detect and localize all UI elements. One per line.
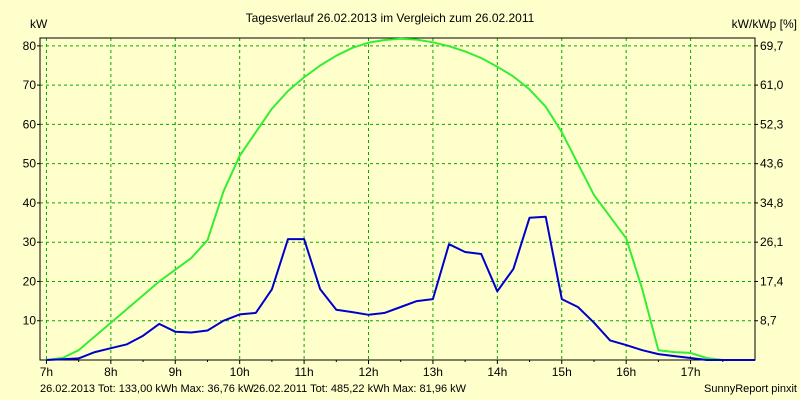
y-tick-label-right: 52,3 xyxy=(760,117,784,131)
legend-series-2011: 26.02.2011 Tot: 485,22 kWh Max: 81,96 kW xyxy=(253,383,467,395)
y-tick-label-left: 40 xyxy=(23,196,37,210)
y-tick-label-left: 30 xyxy=(23,235,37,249)
x-tick-label: 13h xyxy=(423,365,443,379)
y-tick-label-right: 69,7 xyxy=(760,39,784,53)
y-tick-label-left: 80 xyxy=(23,39,37,53)
x-tick-label: 15h xyxy=(552,365,572,379)
x-tick-label: 8h xyxy=(104,365,117,379)
y-tick-label-left: 20 xyxy=(23,274,37,288)
x-tick-label: 7h xyxy=(40,365,53,379)
y-tick-label-left: 60 xyxy=(23,117,37,131)
y-tick-label-right: 34,8 xyxy=(760,196,784,210)
x-tick-label: 14h xyxy=(487,365,507,379)
right-axis-label: kW/kWp [%] xyxy=(732,17,797,31)
y-tick-label-left: 70 xyxy=(23,78,37,92)
y-tick-label-left: 50 xyxy=(23,157,37,171)
series-lines xyxy=(46,37,755,361)
credit-text: SunnyReport pinxit xyxy=(704,383,797,395)
axis-ticks: 7h 8h 9h 10h 11h 12h 13h 14h 15h 16h 17h 10 8,7 20 17,… xyxy=(23,39,784,379)
y-tick-label-right: 43,6 xyxy=(760,157,784,171)
x-tick-label: 17h xyxy=(681,365,701,379)
chart-title: Tagesverlauf 26.02.2013 im Vergleich zum… xyxy=(246,11,535,25)
y-tick-label-right: 26,1 xyxy=(760,235,784,249)
x-tick-label: 9h xyxy=(169,365,182,379)
series-line-26-02-2013 xyxy=(46,215,755,361)
y-tick-label-right: 61,0 xyxy=(760,78,784,92)
y-tick-label-right: 17,4 xyxy=(760,274,784,288)
series-line-26-02-2011 xyxy=(46,37,755,361)
x-tick-label: 12h xyxy=(358,365,378,379)
grid xyxy=(40,38,755,360)
y-tick-label-left: 10 xyxy=(23,314,37,328)
x-tick-label: 11h xyxy=(295,365,314,379)
x-tick-label: 10h xyxy=(230,365,250,379)
legend-series-2013: 26.02.2013 Tot: 133,00 kWh Max: 36,76 kW xyxy=(40,383,254,395)
x-tick-label: 16h xyxy=(616,365,636,379)
plot-area-frame xyxy=(39,37,756,361)
y-tick-label-right: 8,7 xyxy=(760,314,777,328)
left-axis-label: kW xyxy=(30,17,48,31)
